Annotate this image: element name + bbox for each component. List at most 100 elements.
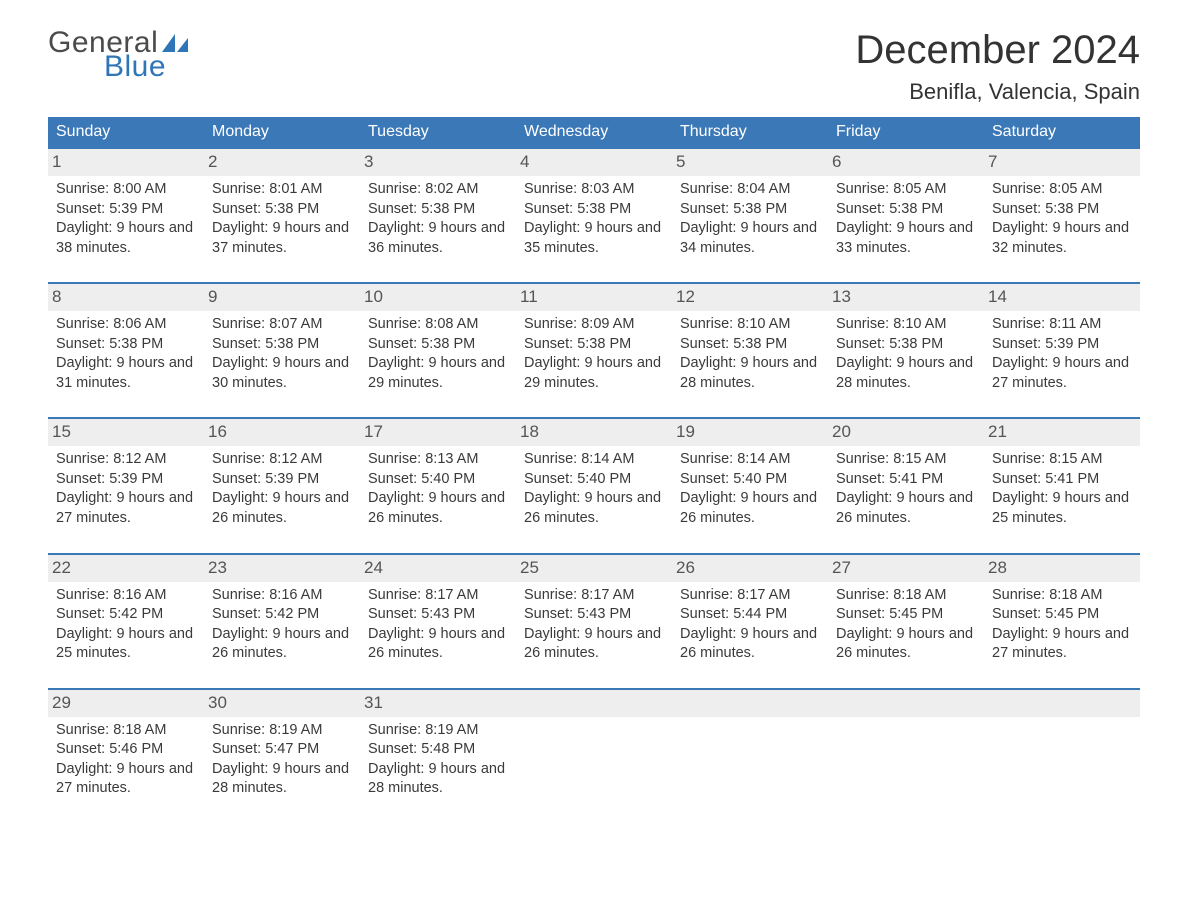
day-cell: 9Sunrise: 8:07 AMSunset: 5:38 PMDaylight… [204, 284, 360, 403]
sunset-line: Sunset: 5:38 PM [836, 335, 976, 355]
daylight-line: Daylight: 9 hours and 31 minutes. [56, 354, 196, 393]
daylight-line: Daylight: 9 hours and 29 minutes. [524, 354, 664, 393]
day-number: 15 [48, 419, 204, 446]
day-number: 14 [984, 284, 1140, 311]
daylight-line: Daylight: 9 hours and 26 minutes. [212, 489, 352, 528]
day-number: 5 [672, 149, 828, 176]
sunset-line: Sunset: 5:45 PM [836, 605, 976, 625]
header: General Blue December 2024 Benifla, Vale… [48, 28, 1140, 105]
sunset-line: Sunset: 5:38 PM [680, 335, 820, 355]
day-cell: 5Sunrise: 8:04 AMSunset: 5:38 PMDaylight… [672, 149, 828, 268]
daylight-line: Daylight: 9 hours and 25 minutes. [56, 625, 196, 664]
day-cell: 2Sunrise: 8:01 AMSunset: 5:38 PMDaylight… [204, 149, 360, 268]
day-number: 25 [516, 555, 672, 582]
sunset-line: Sunset: 5:45 PM [992, 605, 1132, 625]
day-cell: 11Sunrise: 8:09 AMSunset: 5:38 PMDayligh… [516, 284, 672, 403]
day-number: 2 [204, 149, 360, 176]
day-number: 26 [672, 555, 828, 582]
day-cell: 25Sunrise: 8:17 AMSunset: 5:43 PMDayligh… [516, 555, 672, 674]
day-cell: 19Sunrise: 8:14 AMSunset: 5:40 PMDayligh… [672, 419, 828, 538]
sunrise-line: Sunrise: 8:11 AM [992, 315, 1132, 335]
day-cell: 31Sunrise: 8:19 AMSunset: 5:48 PMDayligh… [360, 690, 516, 809]
daylight-line: Daylight: 9 hours and 26 minutes. [368, 625, 508, 664]
sunrise-line: Sunrise: 8:17 AM [524, 586, 664, 606]
logo: General Blue [48, 28, 188, 82]
day-cell: 12Sunrise: 8:10 AMSunset: 5:38 PMDayligh… [672, 284, 828, 403]
week-row: 22Sunrise: 8:16 AMSunset: 5:42 PMDayligh… [48, 553, 1140, 674]
day-number: 16 [204, 419, 360, 446]
sunset-line: Sunset: 5:40 PM [680, 470, 820, 490]
sunset-line: Sunset: 5:39 PM [56, 200, 196, 220]
dow-cell: Sunday [48, 117, 204, 147]
sunset-line: Sunset: 5:38 PM [524, 200, 664, 220]
daylight-line: Daylight: 9 hours and 27 minutes. [992, 354, 1132, 393]
sunset-line: Sunset: 5:40 PM [368, 470, 508, 490]
daylight-line: Daylight: 9 hours and 38 minutes. [56, 219, 196, 258]
day-number: 12 [672, 284, 828, 311]
daylight-line: Daylight: 9 hours and 27 minutes. [56, 760, 196, 799]
sunset-line: Sunset: 5:38 PM [368, 335, 508, 355]
sunset-line: Sunset: 5:38 PM [680, 200, 820, 220]
day-number: 20 [828, 419, 984, 446]
day-number: 6 [828, 149, 984, 176]
day-number: 8 [48, 284, 204, 311]
day-cell: 20Sunrise: 8:15 AMSunset: 5:41 PMDayligh… [828, 419, 984, 538]
day-cell: 6Sunrise: 8:05 AMSunset: 5:38 PMDaylight… [828, 149, 984, 268]
day-cell: 15Sunrise: 8:12 AMSunset: 5:39 PMDayligh… [48, 419, 204, 538]
day-cell: 10Sunrise: 8:08 AMSunset: 5:38 PMDayligh… [360, 284, 516, 403]
daylight-line: Daylight: 9 hours and 26 minutes. [368, 489, 508, 528]
sunrise-line: Sunrise: 8:05 AM [836, 180, 976, 200]
sunrise-line: Sunrise: 8:00 AM [56, 180, 196, 200]
week-row: 15Sunrise: 8:12 AMSunset: 5:39 PMDayligh… [48, 417, 1140, 538]
sunset-line: Sunset: 5:39 PM [212, 470, 352, 490]
day-cell [828, 690, 984, 809]
sunrise-line: Sunrise: 8:17 AM [680, 586, 820, 606]
dow-cell: Saturday [984, 117, 1140, 147]
daylight-line: Daylight: 9 hours and 28 minutes. [212, 760, 352, 799]
sunrise-line: Sunrise: 8:10 AM [680, 315, 820, 335]
sunset-line: Sunset: 5:44 PM [680, 605, 820, 625]
sunrise-line: Sunrise: 8:10 AM [836, 315, 976, 335]
sunrise-line: Sunrise: 8:16 AM [56, 586, 196, 606]
sunrise-line: Sunrise: 8:13 AM [368, 450, 508, 470]
sunrise-line: Sunrise: 8:16 AM [212, 586, 352, 606]
daylight-line: Daylight: 9 hours and 35 minutes. [524, 219, 664, 258]
sunrise-line: Sunrise: 8:01 AM [212, 180, 352, 200]
daylight-line: Daylight: 9 hours and 36 minutes. [368, 219, 508, 258]
day-cell: 7Sunrise: 8:05 AMSunset: 5:38 PMDaylight… [984, 149, 1140, 268]
sunrise-line: Sunrise: 8:15 AM [836, 450, 976, 470]
title-block: December 2024 Benifla, Valencia, Spain [855, 28, 1140, 105]
sunrise-line: Sunrise: 8:18 AM [56, 721, 196, 741]
day-number [984, 690, 1140, 717]
day-number: 30 [204, 690, 360, 717]
day-number [828, 690, 984, 717]
sunset-line: Sunset: 5:38 PM [212, 335, 352, 355]
daylight-line: Daylight: 9 hours and 26 minutes. [212, 625, 352, 664]
day-number: 27 [828, 555, 984, 582]
sunset-line: Sunset: 5:38 PM [524, 335, 664, 355]
day-cell: 28Sunrise: 8:18 AMSunset: 5:45 PMDayligh… [984, 555, 1140, 674]
day-number: 19 [672, 419, 828, 446]
daylight-line: Daylight: 9 hours and 28 minutes. [368, 760, 508, 799]
sunset-line: Sunset: 5:38 PM [212, 200, 352, 220]
sunset-line: Sunset: 5:39 PM [992, 335, 1132, 355]
day-cell: 30Sunrise: 8:19 AMSunset: 5:47 PMDayligh… [204, 690, 360, 809]
day-number: 31 [360, 690, 516, 717]
sunset-line: Sunset: 5:38 PM [992, 200, 1132, 220]
daylight-line: Daylight: 9 hours and 30 minutes. [212, 354, 352, 393]
daylight-line: Daylight: 9 hours and 28 minutes. [836, 354, 976, 393]
sunset-line: Sunset: 5:43 PM [368, 605, 508, 625]
dow-cell: Tuesday [360, 117, 516, 147]
sunset-line: Sunset: 5:41 PM [836, 470, 976, 490]
sunrise-line: Sunrise: 8:15 AM [992, 450, 1132, 470]
daylight-line: Daylight: 9 hours and 33 minutes. [836, 219, 976, 258]
day-cell: 27Sunrise: 8:18 AMSunset: 5:45 PMDayligh… [828, 555, 984, 674]
daylight-line: Daylight: 9 hours and 26 minutes. [524, 489, 664, 528]
daylight-line: Daylight: 9 hours and 26 minutes. [524, 625, 664, 664]
daylight-line: Daylight: 9 hours and 26 minutes. [680, 489, 820, 528]
sunset-line: Sunset: 5:48 PM [368, 740, 508, 760]
sunset-line: Sunset: 5:47 PM [212, 740, 352, 760]
logo-text-blue: Blue [104, 52, 188, 82]
day-number: 1 [48, 149, 204, 176]
day-number: 23 [204, 555, 360, 582]
